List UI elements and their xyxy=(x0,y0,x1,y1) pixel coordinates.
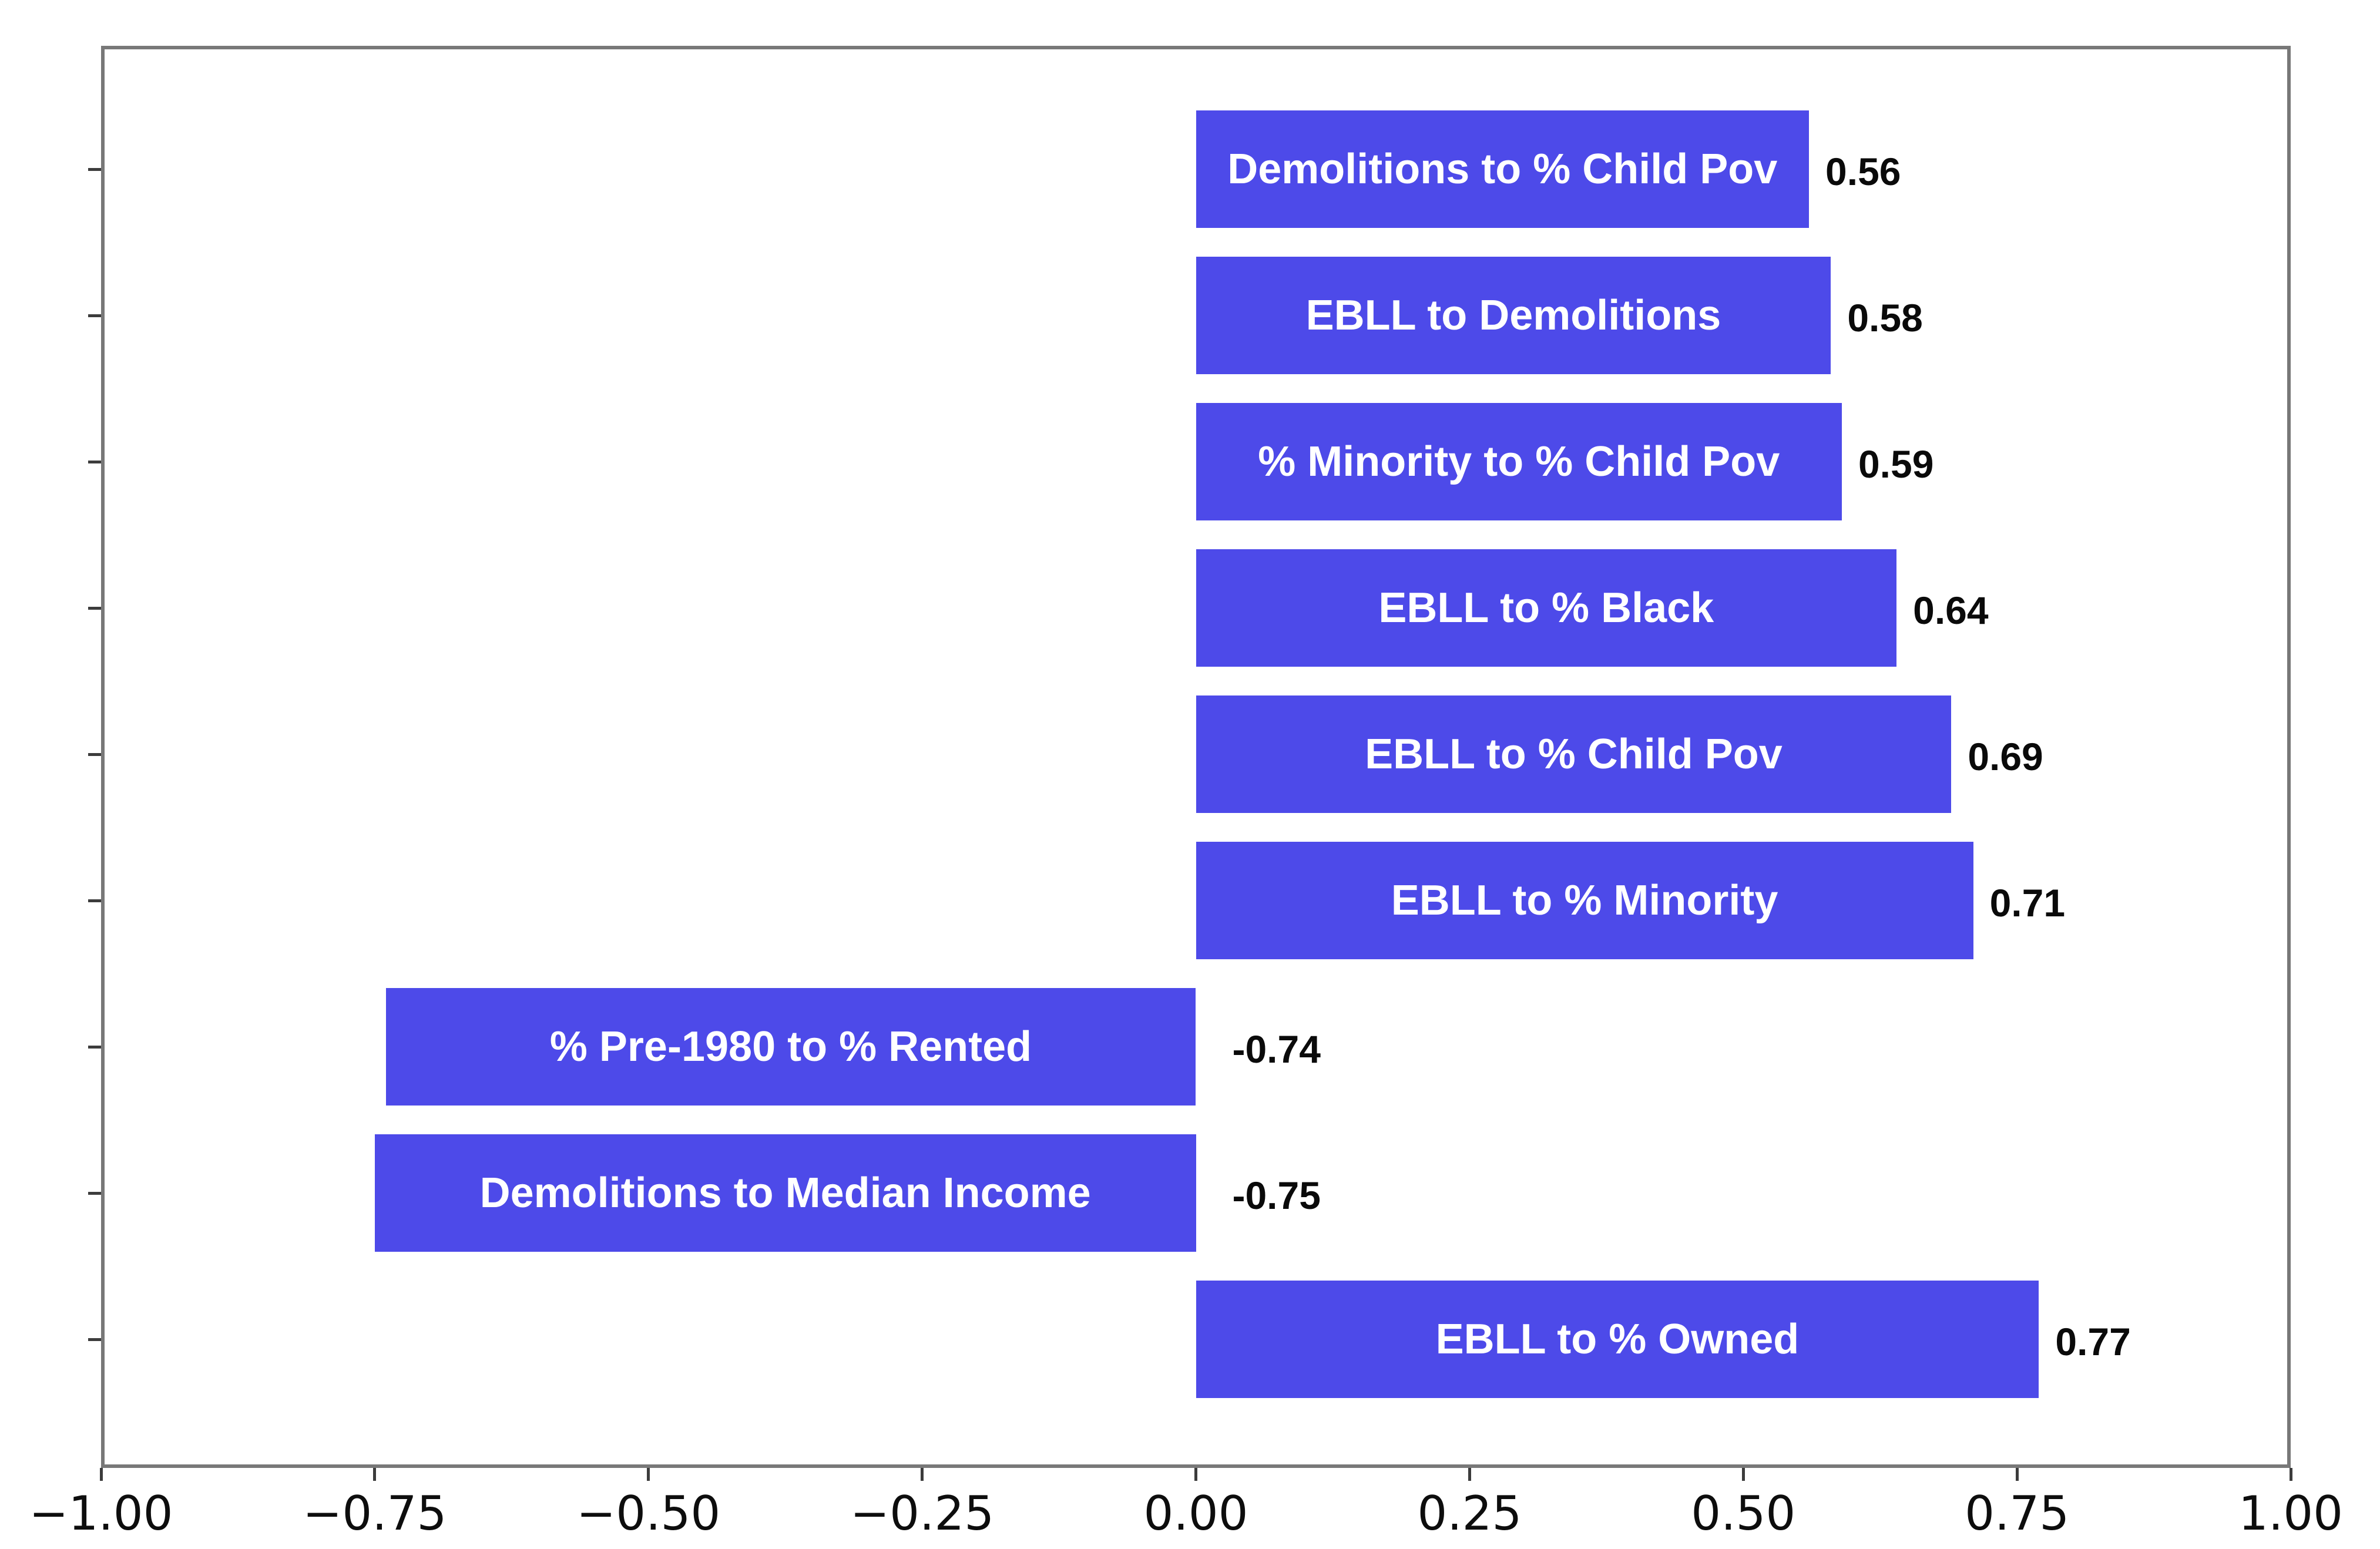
bar-label: EBLL to % Owned xyxy=(1435,1316,1800,1363)
bar-label: Demolitions to % Child Pov xyxy=(1227,146,1778,193)
bar-value-label: 0.59 xyxy=(1858,442,1934,486)
x-tick-mark xyxy=(2289,1468,2292,1481)
x-tick-mark xyxy=(647,1468,650,1481)
y-tick-mark xyxy=(88,1045,101,1049)
y-tick-mark xyxy=(88,314,101,317)
bar-value-label: 0.56 xyxy=(1825,150,1901,193)
x-tick-label: −0.50 xyxy=(576,1486,721,1541)
bar-value-label: 0.64 xyxy=(1913,589,1989,632)
x-tick-mark xyxy=(1194,1468,1197,1481)
bar-value-label: 0.58 xyxy=(1847,296,1923,340)
bar-value-label: 0.77 xyxy=(2055,1320,2131,1363)
bar-value-label: -0.74 xyxy=(1232,1027,1321,1071)
y-tick-mark xyxy=(88,460,101,463)
x-tick-label: 0.00 xyxy=(1143,1486,1248,1541)
bar-label: EBLL to Demolitions xyxy=(1305,292,1721,339)
bar: % Minority to % Child Pov xyxy=(1196,403,1842,520)
x-tick-mark xyxy=(373,1468,377,1481)
bar: EBLL to % Child Pov xyxy=(1196,695,1952,813)
x-tick-label: 0.25 xyxy=(1417,1486,1522,1541)
y-tick-mark xyxy=(88,167,101,171)
y-tick-mark xyxy=(88,752,101,756)
bar: EBLL to % Minority xyxy=(1196,842,1973,959)
bar-value-label: 0.71 xyxy=(1989,881,2066,925)
y-tick-mark xyxy=(88,899,101,902)
bar: Demolitions to Median Income xyxy=(374,1134,1196,1252)
bar: % Pre-1980 to % Rented xyxy=(385,988,1196,1106)
bar-label: EBLL to % Child Pov xyxy=(1365,731,1783,778)
bar-value-label: 0.69 xyxy=(1968,735,2043,778)
x-tick-mark xyxy=(1468,1468,1471,1481)
x-tick-label: 0.75 xyxy=(1965,1486,2070,1541)
bar-label: EBLL to % Minority xyxy=(1391,877,1778,924)
x-tick-label: 1.00 xyxy=(2238,1486,2344,1541)
x-tick-label: −0.25 xyxy=(850,1486,995,1541)
x-tick-label: 0.50 xyxy=(1691,1486,1796,1541)
y-tick-mark xyxy=(88,1338,101,1341)
bar-label: EBLL to % Black xyxy=(1378,584,1714,631)
x-tick-mark xyxy=(1741,1468,1745,1481)
x-tick-label: −0.75 xyxy=(303,1486,447,1541)
x-tick-mark xyxy=(2015,1468,2019,1481)
bar: Demolitions to % Child Pov xyxy=(1196,110,1810,228)
x-tick-mark xyxy=(921,1468,924,1481)
bar-label: Demolitions to Median Income xyxy=(479,1170,1091,1217)
x-tick-mark xyxy=(99,1468,103,1481)
x-tick-label: −1.00 xyxy=(29,1486,173,1541)
bar-label: % Pre-1980 to % Rented xyxy=(549,1023,1032,1070)
bar: EBLL to % Owned xyxy=(1196,1281,2039,1398)
bar-value-label: -0.75 xyxy=(1232,1174,1321,1217)
y-tick-mark xyxy=(88,606,101,610)
bar: EBLL to % Black xyxy=(1196,549,1897,667)
bar-label: % Minority to % Child Pov xyxy=(1258,438,1780,485)
y-tick-mark xyxy=(88,1191,101,1195)
bar: EBLL to Demolitions xyxy=(1196,257,1831,374)
